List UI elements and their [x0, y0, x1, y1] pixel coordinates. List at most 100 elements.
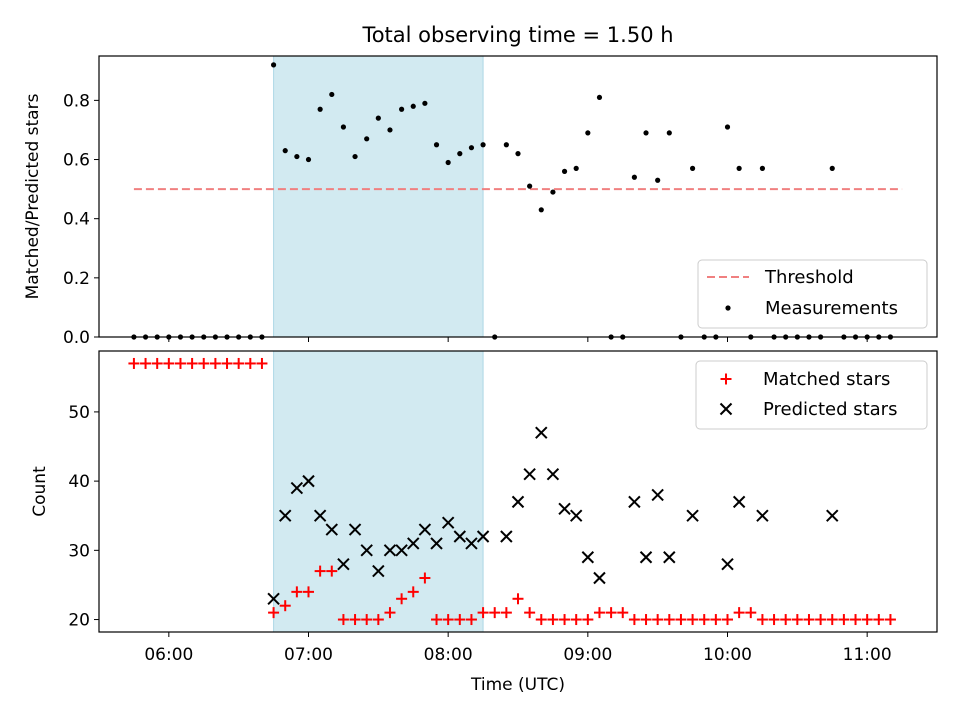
bottom-shaded-interval — [273, 350, 484, 633]
predicted-star-point — [430, 537, 443, 550]
bottom-legend-matched-swatch — [720, 373, 732, 385]
bottom-y-axis-label: Count — [30, 466, 50, 517]
bottom-plot-frame — [98, 350, 938, 633]
predicted-star-point — [721, 557, 734, 571]
matched-star-point — [617, 607, 629, 619]
predicted-star-point — [500, 530, 513, 543]
predicted-star-point — [465, 537, 478, 550]
matched-star-point — [326, 565, 338, 577]
matched-star-point — [198, 357, 210, 369]
predicted-star-point — [639, 551, 653, 564]
measurement-point — [305, 156, 312, 163]
matched-star-point — [884, 614, 896, 626]
measurement-point — [666, 130, 672, 136]
matched-star-point — [128, 357, 140, 369]
matched-star-point — [256, 357, 268, 369]
bottom-y-tick-label: 30 — [68, 541, 90, 561]
predicted-star-point — [418, 523, 432, 536]
top-y-tick-label: 0.0 — [63, 328, 90, 348]
matched-star-point — [826, 614, 838, 626]
matched-star-point — [698, 614, 710, 626]
measurement-point — [561, 168, 568, 174]
matched-star-point — [733, 607, 745, 619]
predicted-star-point — [407, 537, 420, 550]
measurement-point — [457, 151, 463, 157]
x-axis-label: Time (UTC) — [470, 675, 565, 695]
legend-plus-marker — [720, 373, 732, 385]
measurement-point — [340, 124, 347, 130]
matched-star-point — [407, 586, 419, 598]
measurement-point — [270, 62, 277, 68]
matched-star-point — [640, 614, 652, 626]
measurement-point — [643, 130, 649, 136]
predicted-star-point — [267, 592, 280, 605]
top-plot-frame — [98, 55, 938, 338]
predicted-star-point — [313, 509, 327, 522]
predicted-star-point — [325, 523, 338, 536]
matched-star-point — [279, 600, 291, 612]
matched-star-point — [745, 607, 757, 619]
predicted-star-point — [302, 474, 315, 488]
matched-star-point — [547, 614, 559, 626]
predicted-star-point — [453, 530, 467, 543]
predicted-star-point — [663, 551, 676, 564]
top-legend: Threshold Measurements — [697, 259, 928, 329]
matched-star-point — [791, 614, 803, 626]
measurement-point — [387, 127, 393, 133]
measurement-point — [317, 106, 323, 112]
matched-star-point — [361, 614, 373, 626]
matched-star-point — [303, 586, 314, 598]
matched-star-point — [605, 607, 617, 619]
predicted-star-point — [732, 495, 746, 509]
top-legend-threshold-label: Threshold — [764, 267, 854, 288]
predicted-star-point — [511, 495, 525, 509]
matched-star-point — [337, 614, 349, 626]
matched-star-point — [209, 357, 221, 369]
matched-star-point — [861, 614, 873, 626]
matched-star-point — [628, 614, 640, 626]
bottom-y-tick-label: 40 — [68, 472, 90, 492]
measurement-point — [282, 148, 288, 154]
matched-star-point — [593, 607, 605, 619]
chart-title: Total observing time = 1.50 h — [361, 23, 673, 47]
top-y-tick-label: 0.8 — [63, 91, 90, 111]
measurement-point — [515, 151, 521, 157]
bottom-legend-predicted-swatch — [719, 402, 733, 416]
bottom-y-tick-label: 50 — [68, 403, 90, 423]
matched-star-point — [768, 614, 780, 626]
matched-star-point — [803, 614, 815, 626]
measurement-point — [736, 165, 742, 171]
top-legend-measurements-label: Measurements — [765, 298, 898, 319]
top-legend-box — [697, 259, 928, 329]
matched-star-point — [221, 357, 233, 369]
matched-star-point — [489, 607, 501, 619]
matched-star-point — [512, 593, 524, 605]
matched-star-point — [140, 357, 152, 369]
matched-star-point — [652, 614, 664, 626]
measurement-point — [399, 106, 405, 112]
predicted-star-point — [337, 557, 350, 571]
measurement-point — [468, 145, 475, 151]
predicted-star-point — [651, 488, 664, 502]
matched-star-point — [384, 607, 396, 619]
matched-star-point — [268, 607, 280, 619]
predicted-star-point — [290, 481, 304, 495]
measurement-point — [550, 189, 556, 195]
measurement-point — [329, 91, 335, 98]
measurement-point — [573, 165, 579, 171]
bottom-y-tick-label: 20 — [68, 611, 90, 631]
measurement-point — [538, 207, 544, 213]
measurement-point — [375, 115, 381, 121]
matched-star-point — [431, 614, 443, 626]
matched-star-point — [687, 614, 699, 626]
measurement-point — [585, 130, 591, 136]
matched-star-point — [477, 607, 489, 619]
predicted-star-point — [826, 509, 839, 522]
measurement-point — [433, 142, 440, 148]
matched-star-point — [372, 614, 384, 626]
predicted-star-point — [581, 551, 595, 564]
matched-star-point — [442, 614, 454, 626]
predicted-star-point — [395, 544, 408, 557]
